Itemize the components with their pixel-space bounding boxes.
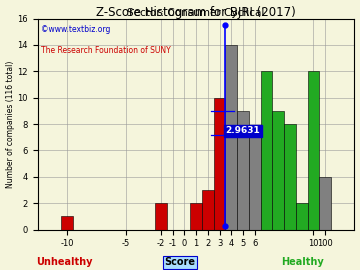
Bar <box>319 177 331 229</box>
Bar <box>61 216 73 230</box>
Text: ©www.textbiz.org: ©www.textbiz.org <box>41 25 110 34</box>
Text: Healthy: Healthy <box>281 257 324 267</box>
Bar <box>249 137 261 230</box>
Text: Unhealthy: Unhealthy <box>36 257 93 267</box>
Bar <box>237 111 249 230</box>
Title: Z-Score Histogram for BJRI (2017): Z-Score Histogram for BJRI (2017) <box>96 6 296 19</box>
Bar <box>261 71 272 230</box>
Bar <box>214 98 225 230</box>
Bar <box>190 203 202 230</box>
Bar <box>284 124 296 230</box>
Y-axis label: Number of companies (116 total): Number of companies (116 total) <box>5 60 14 188</box>
Text: 2.9631: 2.9631 <box>225 126 260 135</box>
Bar <box>155 203 167 230</box>
Bar <box>307 71 319 230</box>
Bar <box>272 111 284 230</box>
Text: Sector: Consumer Cyclical: Sector: Consumer Cyclical <box>127 8 265 18</box>
Bar <box>202 190 214 230</box>
Text: The Research Foundation of SUNY: The Research Foundation of SUNY <box>41 46 171 55</box>
Bar <box>296 203 307 230</box>
Bar <box>225 45 237 229</box>
Text: Score: Score <box>165 257 195 267</box>
